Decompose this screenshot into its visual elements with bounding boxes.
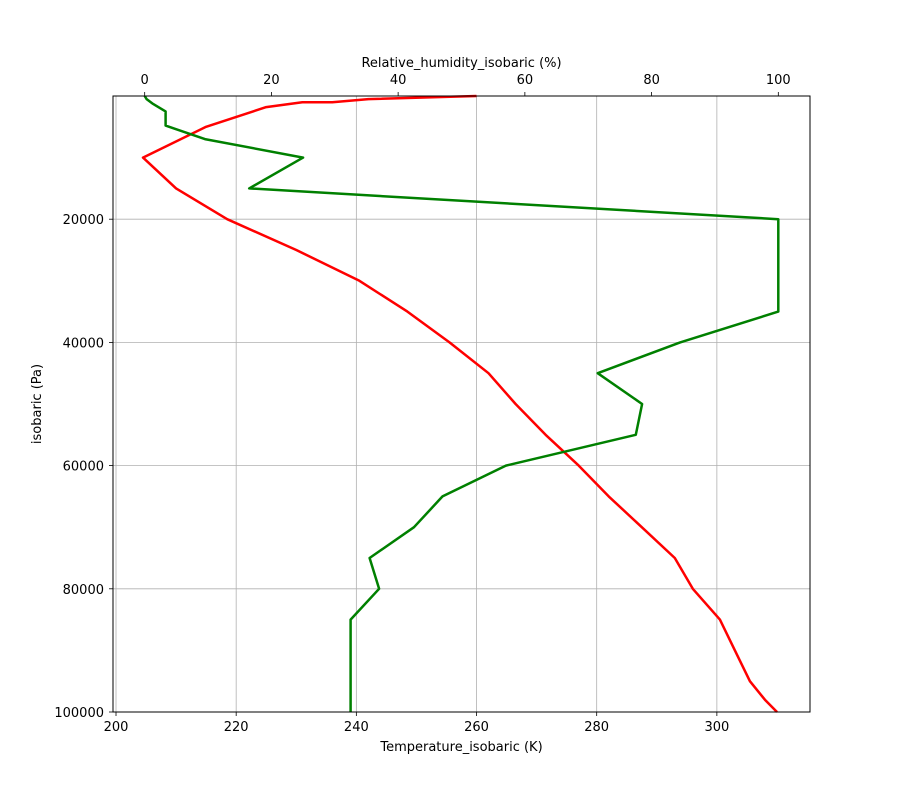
plot-frame [112,95,811,713]
y-tick-label: 20000 [63,213,104,228]
x-top-tick-label: 40 [390,73,407,88]
x-bottom-tick-label: 280 [584,720,609,735]
series-layer [141,94,780,713]
y-tick-label: 80000 [63,583,104,598]
ticks-layer: 200 220 240 260 280 300 0 20 40 60 80 100 20000 40000… [54,73,790,735]
x-bottom-tick-label: 200 [104,720,129,735]
x-top-tick-label: 20 [263,73,280,88]
x-top-tick-label: 80 [643,73,660,88]
y-axis-title: isobaric (Pa) [30,364,45,444]
y-tick-label: 40000 [63,336,104,351]
grid-layer [113,96,810,713]
x-top-axis-title: Relative_humidity_isobaric (%) [361,56,561,71]
x-bottom-axis-title: Temperature_isobaric (K) [379,740,542,755]
x-top-tick-label: 60 [517,73,534,88]
temperature-series-line [141,94,778,713]
x-bottom-tick-label: 220 [224,720,249,735]
y-tick-label: 100000 [54,706,104,721]
y-tick-label: 60000 [63,460,104,475]
x-bottom-tick-label: 240 [344,720,369,735]
x-top-tick-label: 0 [141,73,149,88]
x-bottom-tick-label: 300 [704,720,729,735]
x-bottom-tick-label: 260 [464,720,489,735]
x-top-tick-label: 100 [766,73,791,88]
relative-humidity-series-line [143,95,780,712]
